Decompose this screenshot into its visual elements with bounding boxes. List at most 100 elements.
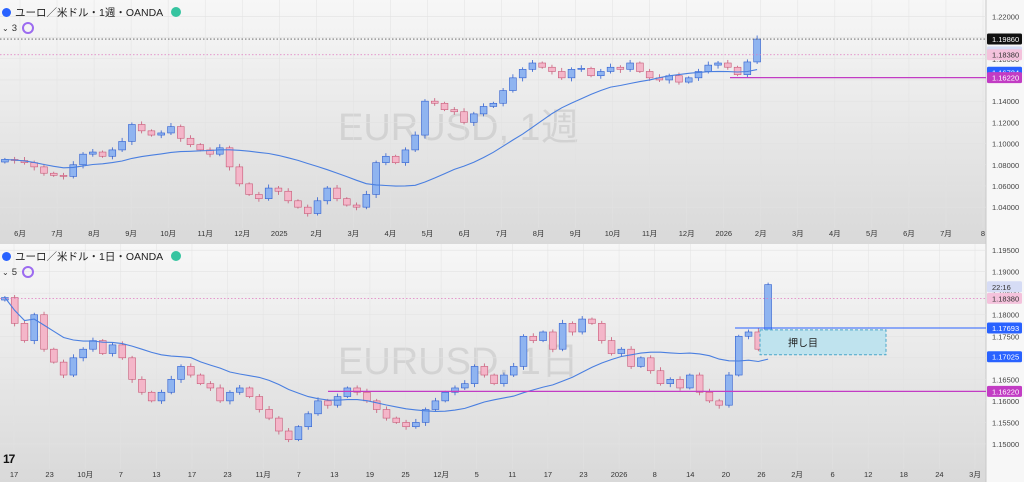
candle (724, 59, 732, 70)
x-tick-label: 4月 (829, 229, 841, 238)
weekly-chart-pane[interactable]: EURUSD, 1週1.220001.200001.180001.160001.… (0, 0, 1024, 244)
candle (89, 148, 97, 157)
y-tick-label: 1.04000 (992, 203, 1019, 212)
candle (431, 397, 440, 412)
candle (323, 186, 331, 205)
price-label-tag: 1.19860 (987, 33, 1022, 45)
symbol-watermark: EURUSD, 1日 (338, 341, 579, 383)
candle (725, 372, 733, 408)
candle (98, 150, 107, 158)
symbol-watermark: EURUSD, 1週 (338, 107, 579, 149)
x-tick-label: 2026 (611, 470, 628, 479)
candle (206, 381, 215, 391)
candle (284, 188, 292, 204)
candle (489, 101, 498, 108)
price-label-tag: 1.16220 (987, 385, 1022, 397)
candle (421, 99, 429, 139)
candle (470, 111, 478, 126)
price-label-tag: 1.17025 (987, 351, 1022, 363)
candle (597, 68, 605, 79)
candle (313, 197, 322, 216)
candle (450, 107, 458, 115)
candle (79, 347, 87, 362)
market-status-icon (171, 251, 182, 261)
candle (402, 419, 410, 430)
candle (40, 311, 48, 352)
candle (1, 157, 9, 164)
svg-text:1.18380: 1.18380 (992, 294, 1019, 303)
price-label-tag: 1.16220 (987, 72, 1022, 84)
candle (108, 342, 117, 357)
candle (567, 67, 576, 82)
market-status-icon (171, 7, 182, 17)
candle (460, 108, 468, 125)
candle (255, 394, 264, 413)
candle (177, 364, 185, 383)
candle (578, 316, 586, 335)
x-tick-label: 13 (330, 470, 338, 479)
candle (40, 163, 48, 176)
x-tick-label: 2025 (271, 229, 288, 238)
daily-title[interactable]: ユーロ／米ドル・1日・OANDA (15, 250, 164, 263)
candle (196, 373, 205, 386)
candle (499, 88, 507, 107)
x-tick-label: 7月 (51, 229, 63, 238)
y-tick-label: 1.12000 (992, 118, 1019, 127)
candle (138, 376, 146, 395)
svg-text:1.17025: 1.17025 (992, 353, 1019, 362)
candle (626, 59, 634, 72)
y-tick-label: 1.16000 (992, 397, 1019, 406)
candle (431, 98, 439, 106)
candle (606, 63, 615, 74)
x-tick-label: 2月 (755, 229, 767, 238)
candle (607, 337, 616, 356)
candle (275, 416, 283, 435)
y-tick-label: 1.19000 (992, 268, 1019, 277)
weekly-title[interactable]: ユーロ／米ドル・1週・OANDA (15, 6, 164, 19)
x-tick-label: 2月 (791, 470, 803, 479)
candle (177, 124, 185, 142)
candle (294, 199, 302, 209)
candle (147, 390, 156, 403)
x-tick-label: 4月 (385, 229, 397, 238)
candle (598, 320, 606, 344)
x-tick-label: 3月 (969, 470, 981, 479)
candle (391, 154, 400, 165)
candle (666, 377, 674, 388)
x-tick-label: 8 (981, 229, 985, 238)
chevron-down-icon[interactable]: ⌄ (2, 267, 9, 277)
candle (401, 147, 410, 166)
candle (372, 398, 381, 413)
pullback-zone-annotation[interactable]: 押し目 (759, 329, 887, 356)
candle (147, 129, 156, 137)
candle (715, 398, 723, 409)
indicator-loading-icon (22, 22, 34, 34)
x-tick-label: 20 (722, 470, 730, 479)
candle (753, 35, 761, 64)
plot-background (0, 244, 986, 482)
candle (538, 61, 546, 69)
candle (714, 60, 722, 69)
y-tick-label: 1.15000 (992, 440, 1019, 449)
candle (577, 65, 585, 72)
candle (558, 319, 567, 352)
candle (518, 67, 527, 82)
y-tick-label: 1.15500 (992, 418, 1019, 427)
candle (20, 319, 29, 343)
moving-average-line (4, 297, 769, 412)
x-tick-label: 12 (864, 470, 872, 479)
daily-chart-pane[interactable]: EURUSD, 1日1.195001.190001.185001.180001.… (0, 244, 1024, 482)
x-tick-label: 6月 (14, 229, 26, 238)
svg-text:1.16220: 1.16220 (992, 387, 1019, 396)
x-tick-label: 19 (366, 470, 374, 479)
x-tick-label: 8月 (533, 229, 545, 238)
candle (480, 363, 489, 378)
candle (235, 163, 244, 187)
x-tick-label: 13 (152, 470, 160, 479)
chevron-down-icon[interactable]: ⌄ (2, 23, 9, 33)
x-tick-label: 17 (10, 470, 18, 479)
x-tick-label: 24 (935, 470, 943, 479)
y-tick-label: 1.08000 (992, 161, 1019, 170)
candle (314, 397, 322, 416)
candle (69, 161, 77, 179)
